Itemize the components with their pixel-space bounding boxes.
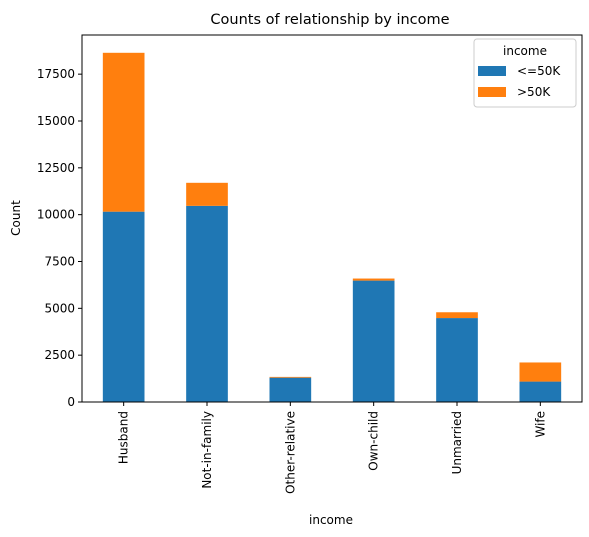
plot-frame [81, 34, 583, 403]
y-tick-label: 17500 [37, 67, 75, 81]
y-tick-label: 5000 [44, 301, 75, 315]
bar-other-relative-le-50k [269, 377, 312, 402]
chart-title: Counts of relationship by income [210, 12, 449, 28]
x-tick-label-husband: Husband [117, 411, 131, 464]
x-axis: Husband Not-in-family Other-relative Own-ch… [117, 402, 547, 494]
x-tick-label-wife: Wife [533, 411, 547, 438]
legend-label-gt-50k: >50K [517, 85, 551, 99]
y-tick-label: 0 [67, 395, 75, 409]
bar-own-child-gt-50k [352, 278, 395, 281]
bar-wife-gt-50k [519, 362, 562, 382]
legend-swatch-le-50k [478, 66, 506, 76]
bar-own-child-le-50k [352, 280, 395, 402]
x-tick-label-unmarried: Unmarried [450, 411, 464, 474]
legend-label-le-50k: <=50K [517, 64, 561, 78]
bar-not-in-family-gt-50k [186, 182, 228, 206]
y-tick-label: 2500 [44, 348, 75, 362]
bars-group [102, 52, 562, 402]
bar-unmarried-gt-50k [436, 312, 478, 319]
y-tick-label: 7500 [44, 254, 75, 268]
y-axis: 0 2500 5000 7500 10000 12500 15000 17500 [37, 67, 82, 409]
bar-other-relative-gt-50k [269, 376, 312, 378]
x-axis-label: income [309, 513, 353, 527]
legend: income <=50K >50K [473, 38, 577, 108]
bar-not-in-family-le-50k [186, 205, 228, 402]
bar-husband-le-50k [102, 211, 145, 402]
y-axis-label: Count [9, 200, 23, 236]
legend-title: income [503, 44, 547, 58]
x-tick-label-other-relative: Other-relative [283, 411, 297, 494]
legend-swatch-gt-50k [478, 87, 506, 97]
x-tick-label-own-child: Own-child [367, 411, 381, 471]
x-tick-label-not-in-family: Not-in-family [200, 411, 214, 489]
y-tick-label: 12500 [37, 161, 75, 175]
y-tick-label: 15000 [37, 114, 75, 128]
bar-unmarried-le-50k [436, 318, 478, 402]
bar-husband-gt-50k [102, 52, 145, 212]
y-tick-label: 10000 [37, 208, 75, 222]
bar-wife-le-50k [519, 381, 562, 402]
